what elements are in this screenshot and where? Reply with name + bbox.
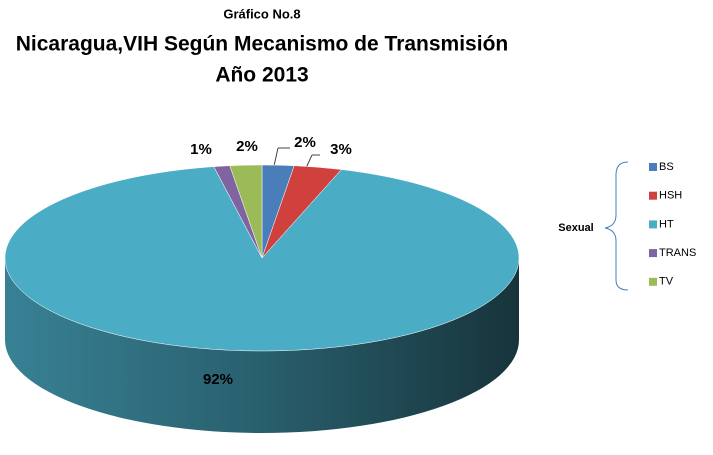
pie-top	[4, 164, 520, 352]
data-label: 2%	[236, 138, 258, 155]
leader-line	[305, 154, 313, 169]
slice-side	[5, 258, 519, 433]
legend-label: TRANS	[659, 247, 696, 259]
chart-subtitle: Nicaragua,VIH Según Mecanismo de Transmi…	[16, 33, 508, 56]
legend-label: BS	[659, 161, 674, 173]
legend-group-label: Sexual	[558, 222, 593, 234]
legend-label: HT	[659, 218, 674, 230]
legend-swatch	[649, 163, 657, 171]
data-label: 92%	[203, 371, 233, 388]
legend-swatch	[649, 191, 657, 200]
data-label: 1%	[190, 141, 212, 158]
slice	[229, 164, 263, 259]
legend-swatch	[649, 277, 657, 286]
legend-swatch	[649, 220, 657, 229]
legend-label: HSH	[659, 190, 682, 202]
legend-bracket	[604, 161, 629, 291]
slice	[4, 166, 520, 352]
chart-title: Gráfico No.8	[223, 6, 300, 21]
data-label: 2%	[294, 134, 316, 151]
leader-line	[273, 147, 279, 167]
legend-label: TV	[659, 276, 674, 288]
data-label: 3%	[330, 141, 352, 158]
legend-swatch	[649, 249, 657, 258]
chart-subtitle: Año 2013	[215, 64, 308, 87]
pie	[5, 258, 519, 433]
